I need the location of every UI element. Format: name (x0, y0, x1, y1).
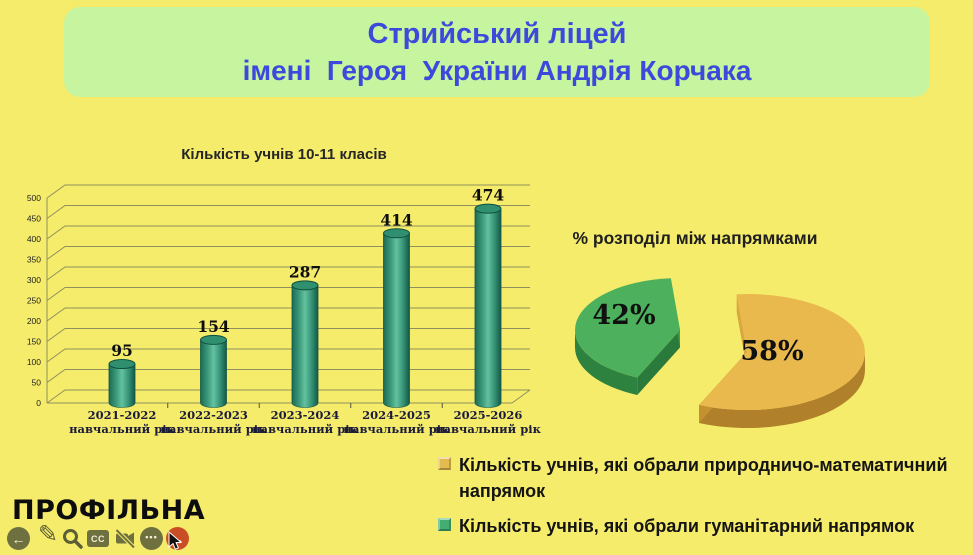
y-axis-tick-label: 400 (27, 234, 41, 244)
bar-chart-title: Кількість учнів 10-11 класів (181, 146, 387, 163)
y-axis-tick-label: 0 (36, 398, 41, 408)
bar (475, 208, 501, 403)
legend-chip-yellow (438, 457, 451, 470)
profilna-logo: ПРОФІЛЬНА (12, 495, 206, 526)
grid-line (46, 328, 530, 342)
pie-chart: 42% 58% (575, 278, 866, 429)
bar-top (200, 334, 227, 345)
ellipsis-dots: ••• (145, 532, 158, 542)
zoom-button[interactable] (61, 527, 84, 555)
pie-slice-green (575, 278, 680, 378)
bar-top (474, 203, 502, 214)
legend-item-humanities: Кількість учнів, які обрали гуманітарний… (438, 513, 968, 539)
bar-top (383, 228, 410, 239)
bar (109, 364, 135, 403)
captions-icon: CC (87, 530, 109, 547)
y-axis-tick-label: 250 (27, 296, 41, 306)
legend-item-math: Кількість учнів, які обрали природничо-м… (438, 452, 968, 504)
y-axis-tick-label: 350 (27, 255, 41, 265)
y-axis-tick-label: 300 (27, 275, 41, 285)
pie-slice-yellow (699, 293, 865, 410)
more-options-button[interactable]: ••• (140, 527, 163, 550)
ellipsis-icon: ••• (140, 527, 163, 550)
legend-label-humanities: Кількість учнів, які обрали гуманітарний… (459, 516, 915, 537)
bar (200, 339, 227, 403)
camera-off-icon (115, 528, 136, 549)
grid-line (46, 287, 530, 301)
bar-top (291, 280, 319, 291)
x-axis-category-label: 2022-2023 навчальний рік (161, 408, 268, 436)
bar-top (108, 359, 136, 370)
bar-value-label: 287 (289, 262, 321, 281)
y-axis-tick-label: 450 (27, 214, 41, 224)
grid-line (46, 348, 530, 363)
legend-label-math: Кількість учнів, які обрали природничо-м… (459, 455, 948, 502)
page-title-line1: Стрийський ліцей (367, 18, 627, 51)
legend-chip-green (438, 518, 451, 532)
page-title-line2: імені Героя України Андрія Корчака (242, 54, 752, 86)
pie-label-green: 42% (592, 300, 655, 331)
bar-chart: 0 50 100 150 200 250 300 350 400 450 500 95 2021-202… (27, 184, 542, 436)
pen-icon: ✎ (38, 521, 59, 548)
y-axis-tick-label: 100 (27, 357, 41, 367)
x-axis-category-label: 2021-2022 навчальний рік (69, 408, 176, 436)
bar-value-label: 95 (111, 341, 133, 360)
grid-line (46, 225, 530, 240)
bar-value-label: 474 (472, 186, 505, 205)
pie-chart-title: % розподіл між напрямками (572, 228, 818, 248)
y-axis-tick-label: 500 (27, 193, 41, 203)
pen-tool-button[interactable]: ✎ (38, 521, 59, 548)
bar-value-label: 414 (380, 210, 413, 229)
x-axis-category-label: 2025-2026 навчальний рік (435, 408, 542, 436)
grid-line (46, 266, 530, 281)
grid-line (46, 246, 530, 260)
y-axis-tick-label: 150 (27, 337, 41, 347)
x-axis-category-label: 2023-2024 навчальний рік (252, 408, 359, 436)
grid-line (46, 307, 530, 322)
x-axis-category-label: 2024-2025 навчальний рік (344, 408, 451, 436)
captions-button[interactable]: CC (87, 527, 109, 547)
pie-slice-yellow-notch-face (736, 294, 747, 370)
mouse-cursor (168, 531, 183, 550)
grid-line (46, 184, 530, 199)
pie-slice-green-face (637, 330, 680, 395)
grid-line (46, 205, 530, 219)
pie-slice-yellow-wall (699, 352, 866, 429)
arrow-left-icon: ← (7, 527, 30, 550)
grid-line (46, 389, 530, 404)
y-axis-tick-label: 50 (32, 378, 42, 388)
bar (383, 233, 410, 403)
y-axis-tick-label: 200 (27, 316, 41, 326)
bar-value-label: 154 (197, 317, 230, 336)
grid-line (46, 369, 530, 383)
magnifier-icon (63, 529, 83, 549)
back-button[interactable]: ← (7, 527, 30, 550)
chart-legend: Кількість учнів, які обрали природничо-м… (438, 452, 968, 548)
bar (292, 285, 318, 403)
pie-label-yellow: 58% (740, 336, 803, 367)
pie-slice-green-wall (575, 330, 638, 395)
title-band: Стрийський ліцей імені Героя України Анд… (64, 7, 930, 97)
camera-off-button[interactable] (114, 527, 137, 555)
floor-right-edge (511, 389, 531, 404)
